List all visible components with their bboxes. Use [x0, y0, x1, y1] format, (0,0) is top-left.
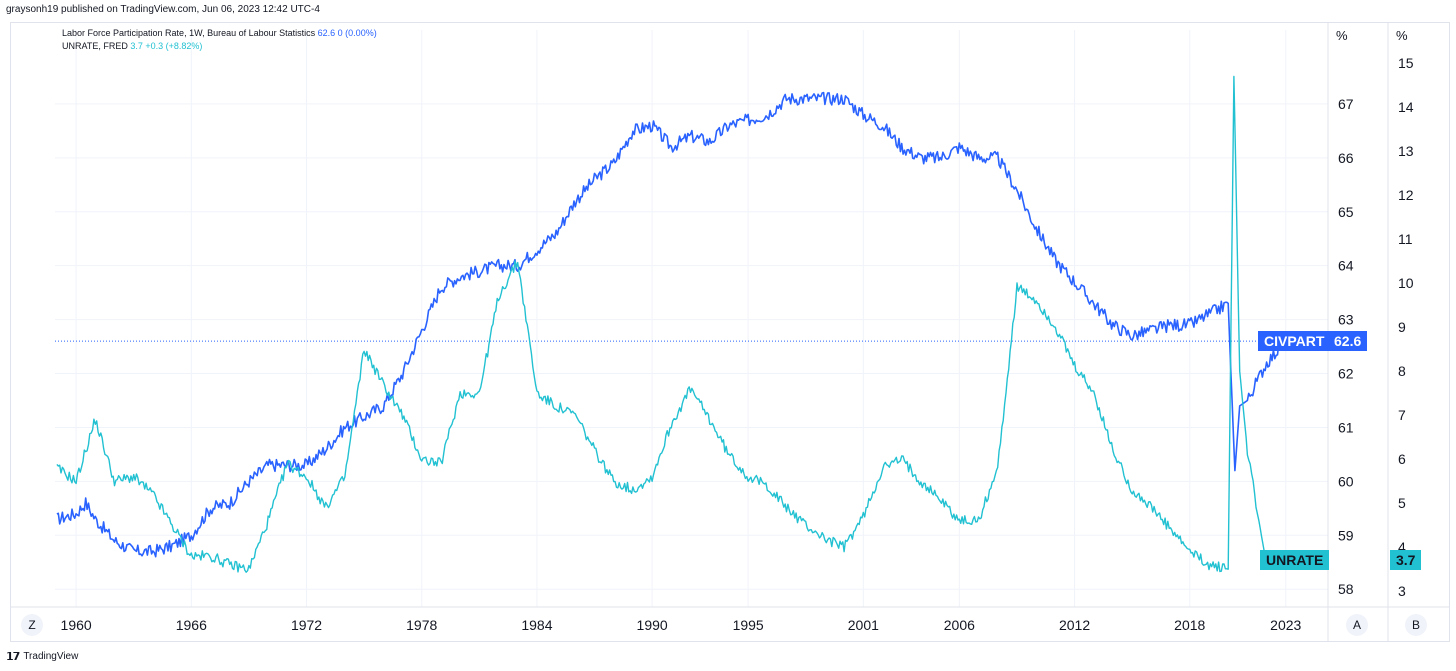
civpart-tag: CIVPART	[1258, 331, 1331, 352]
axis-b: 3 4 5 6 7 8 9 10 11 12 13 14 15%	[1387, 22, 1414, 641]
axis-b-tick-label: 9	[1398, 319, 1406, 335]
legend-unrate[interactable]: UNRATE, FRED 3.7 +0.3 (+8.82%)	[62, 41, 202, 51]
tradingview-logo-icon: 𝟭𝟳	[6, 651, 20, 663]
legend-civpart[interactable]: Labor Force Participation Rate, 1W, Bure…	[62, 28, 377, 38]
axis-a: 58 59 60 61 62 63 64 65 66 67%	[1327, 22, 1354, 641]
axis-a-scale-button[interactable]: A	[1346, 614, 1368, 636]
axis-b-tick-label: 12	[1398, 187, 1414, 203]
legend-civpart-values: 62.6 0 (0.00%)	[317, 28, 377, 38]
axis-b-tick-label: 14	[1398, 99, 1414, 115]
x-tick-label: 1960	[61, 617, 92, 633]
x-tick-label: 1990	[637, 617, 668, 633]
axis-a-tick-label: 58	[1338, 581, 1354, 597]
axis-b-tick-label: 10	[1398, 275, 1414, 291]
axis-b-tick-label: 7	[1398, 407, 1406, 423]
grid-lines	[55, 30, 1328, 607]
axis-a-tick-label: 67	[1338, 96, 1354, 112]
legend-unrate-name: UNRATE, FRED	[62, 41, 128, 51]
legend-unrate-values: 3.7 +0.3 (+8.82%)	[130, 41, 203, 51]
legend-civpart-name: Labor Force Participation Rate, 1W, Bure…	[62, 28, 316, 38]
x-tick-label: 2012	[1059, 617, 1090, 633]
axis-b-scale-button[interactable]: B	[1405, 614, 1427, 636]
axis-b-tick-label: 5	[1398, 495, 1406, 511]
footer-brand: TradingView	[23, 651, 79, 662]
axis-a-tick-label: 63	[1338, 312, 1354, 328]
x-tick-label: 2006	[944, 617, 975, 633]
publisher-line: graysonh19 published on TradingView.com,…	[6, 4, 320, 15]
x-tick-label: 2018	[1174, 617, 1205, 633]
x-tick-label: 1972	[291, 617, 322, 633]
series-line-unrate	[56, 75, 1287, 573]
axis-a-tick-label: 65	[1338, 204, 1354, 220]
x-tick-label: 1966	[176, 617, 207, 633]
x-tick-label: 1978	[406, 617, 437, 633]
axis-b-tick-label: 15	[1398, 55, 1414, 71]
axis-b-tick-label: 11	[1398, 231, 1413, 247]
axis-b-tick-label: 6	[1398, 451, 1406, 467]
x-tick-label: 1984	[521, 617, 552, 633]
axis-b-tick-label: 13	[1398, 143, 1414, 159]
zoom-button[interactable]: Z	[21, 614, 43, 636]
axis-a-tick-label: 61	[1338, 419, 1354, 435]
axis-a-tick-label: 62	[1338, 366, 1354, 382]
axis-b-label: %	[1396, 28, 1408, 43]
axis-a-label: %	[1336, 28, 1348, 43]
x-axis: 1960 1966 1972 1978 1984 1990 1995 2001 2006 2012…	[10, 606, 1450, 633]
chart-frame	[10, 22, 1450, 642]
unrate-tag: UNRATE	[1260, 550, 1330, 571]
x-tick-label: 1995	[733, 617, 764, 633]
x-tick-label: 2001	[848, 617, 879, 633]
series-layer	[55, 75, 1328, 573]
axis-a-tick-label: 60	[1338, 473, 1354, 489]
series-line-civpart	[56, 91, 1287, 558]
axis-b-tick-label: 3	[1398, 583, 1406, 599]
civpart-value-tag: 62.6	[1328, 331, 1368, 352]
axis-a-tick-label: 59	[1338, 527, 1354, 543]
unrate-value-tag: 3.7	[1390, 550, 1422, 571]
axis-b-tick-label: 4	[1398, 539, 1406, 555]
axis-a-tick-label: 66	[1338, 150, 1354, 166]
axis-b-tick-label: 8	[1398, 363, 1406, 379]
x-tick-label: 2023	[1270, 617, 1301, 633]
footer: 𝟭𝟳 TradingView	[6, 650, 78, 663]
axis-a-tick-label: 64	[1338, 258, 1354, 274]
